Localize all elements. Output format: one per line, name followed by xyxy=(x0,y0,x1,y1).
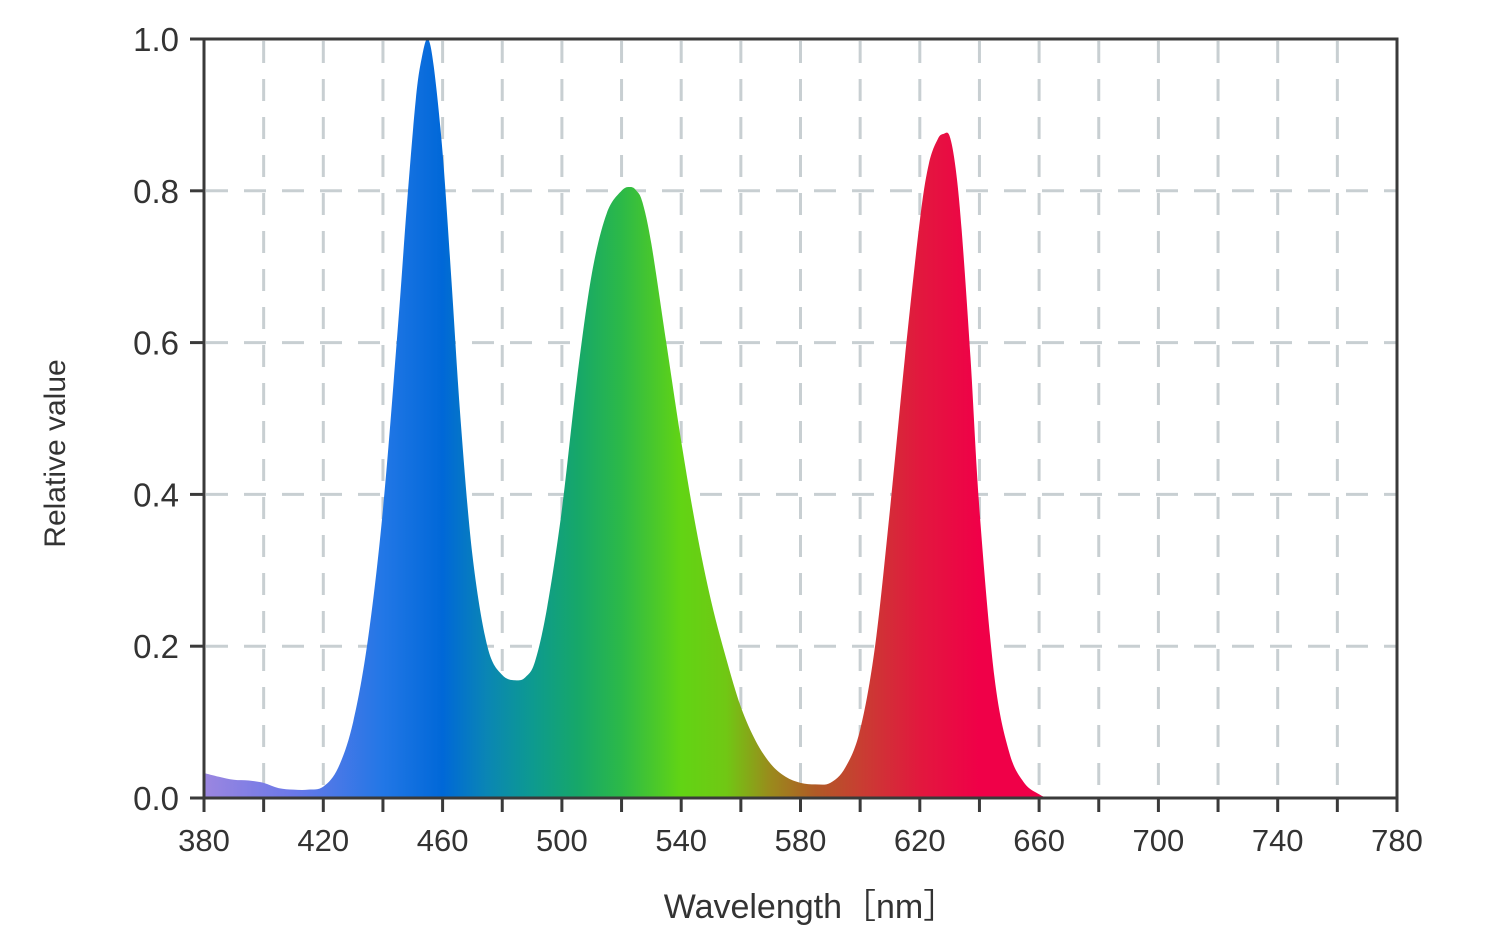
x-tick-label: 500 xyxy=(536,823,588,858)
area-layer xyxy=(204,38,1397,798)
y-tick-label: 0.6 xyxy=(133,325,179,362)
x-tick-label: 420 xyxy=(297,823,349,858)
x-axis-title: Wavelength［nm］ xyxy=(664,888,958,926)
y-tick-label: 0.0 xyxy=(133,780,179,817)
axis-layer xyxy=(190,37,1399,812)
x-tick-label: 700 xyxy=(1133,823,1185,858)
y-tick-label: 0.2 xyxy=(133,628,179,665)
x-tick-label: 380 xyxy=(178,823,230,858)
y-tick-label: 0.8 xyxy=(133,173,179,210)
x-tick-label: 740 xyxy=(1252,823,1304,858)
y-axis-title: Relative value xyxy=(39,359,72,547)
x-tick-label: 780 xyxy=(1371,823,1423,858)
y-tick-label: 0.4 xyxy=(133,476,179,513)
x-tick-label: 580 xyxy=(775,823,827,858)
spectrum-area xyxy=(204,38,1397,798)
label-layer: 380 420 460 500 540 580 620 660 700 740 780 0.0 0.2 0… xyxy=(133,21,1423,858)
x-tick-label: 460 xyxy=(417,823,469,858)
x-tick-label: 660 xyxy=(1013,823,1065,858)
x-tick-label: 540 xyxy=(655,823,707,858)
x-tick-label: 620 xyxy=(894,823,946,858)
y-tick-label: 1.0 xyxy=(133,21,179,58)
